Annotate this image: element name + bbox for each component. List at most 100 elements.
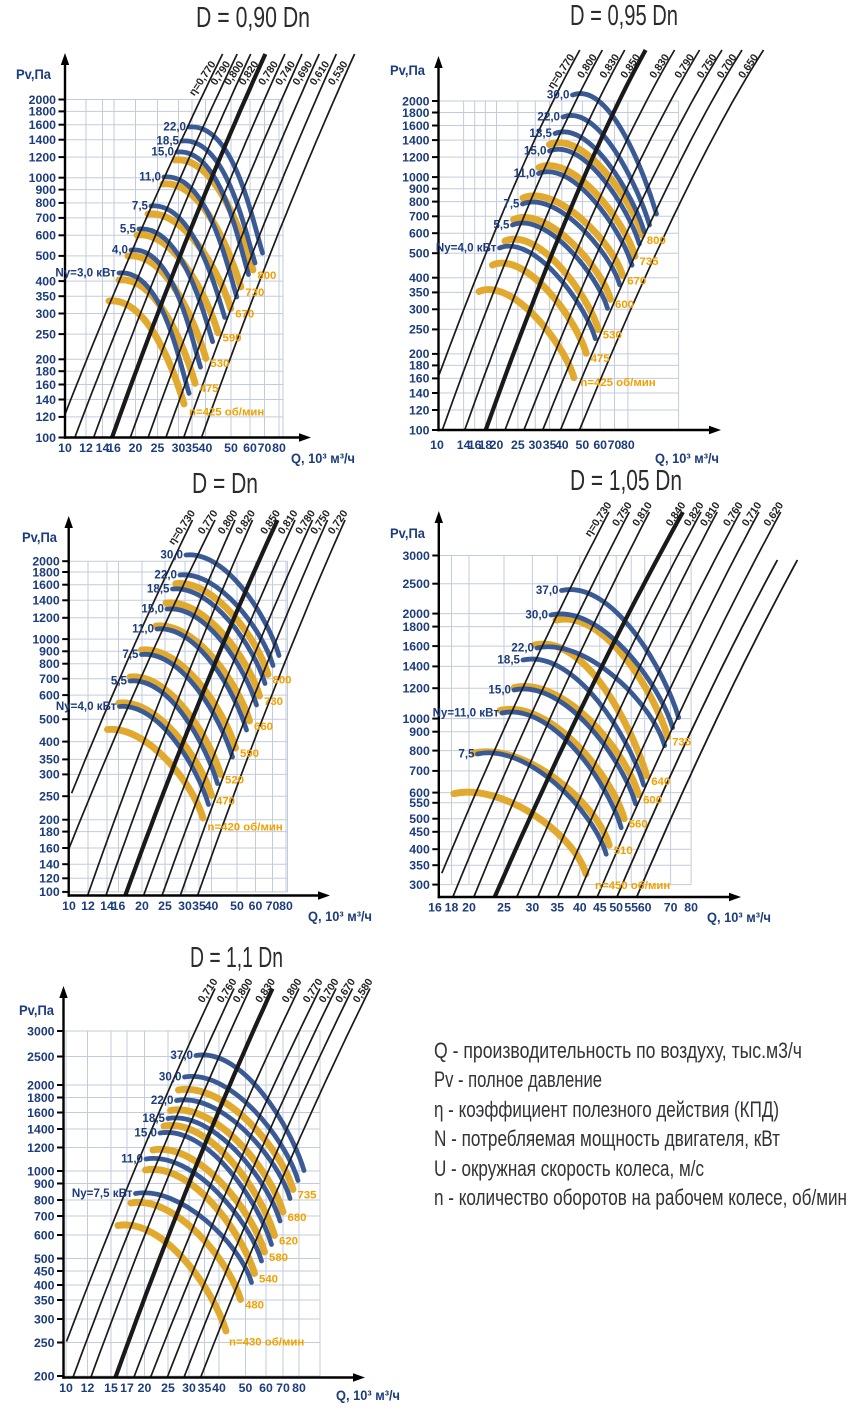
svg-text:22,0: 22,0 xyxy=(163,121,186,134)
svg-text:350: 350 xyxy=(409,859,430,873)
svg-text:30: 30 xyxy=(178,899,192,913)
svg-text:25: 25 xyxy=(161,1381,175,1395)
svg-text:800: 800 xyxy=(409,195,430,209)
svg-text:U - окружная скорость колеса,: U - окружная скорость колеса, м/с xyxy=(434,1156,704,1181)
svg-text:80: 80 xyxy=(272,441,286,455)
svg-text:80: 80 xyxy=(621,438,635,452)
svg-text:D = Dn: D = Dn xyxy=(192,468,258,500)
svg-text:600: 600 xyxy=(409,227,430,241)
svg-text:22,0: 22,0 xyxy=(537,111,560,124)
svg-text:700: 700 xyxy=(35,211,56,225)
svg-text:660: 660 xyxy=(254,721,273,733)
svg-text:640: 640 xyxy=(651,776,670,788)
svg-text:735: 735 xyxy=(640,256,660,268)
svg-text:0,580: 0,580 xyxy=(351,976,376,1005)
svg-text:Ny=7,5 кВт: Ny=7,5 кВт xyxy=(72,1187,133,1200)
svg-text:11,0: 11,0 xyxy=(139,171,161,184)
svg-text:Q, 10³ м³/ч: Q, 10³ м³/ч xyxy=(308,908,372,924)
svg-text:735: 735 xyxy=(672,736,692,748)
svg-text:670: 670 xyxy=(627,276,646,288)
svg-text:1200: 1200 xyxy=(27,1141,55,1155)
svg-text:300: 300 xyxy=(34,1312,55,1326)
svg-text:7,5: 7,5 xyxy=(458,748,475,761)
svg-text:510: 510 xyxy=(614,845,633,857)
svg-text:1600: 1600 xyxy=(32,578,60,592)
svg-text:60: 60 xyxy=(593,438,607,452)
svg-text:2000: 2000 xyxy=(27,1078,55,1092)
svg-text:300: 300 xyxy=(409,303,430,317)
svg-text:200: 200 xyxy=(34,1369,55,1383)
svg-text:0,530: 0,530 xyxy=(326,59,351,88)
svg-text:30: 30 xyxy=(526,901,540,915)
svg-text:3000: 3000 xyxy=(402,549,430,563)
svg-text:140: 140 xyxy=(39,858,60,872)
svg-text:250: 250 xyxy=(409,323,430,337)
svg-text:800: 800 xyxy=(409,744,430,758)
svg-text:n=425 об/мин: n=425 об/мин xyxy=(580,377,655,389)
svg-text:10: 10 xyxy=(62,899,76,913)
svg-text:0,800: 0,800 xyxy=(280,976,305,1005)
svg-text:475: 475 xyxy=(591,353,611,365)
svg-text:580: 580 xyxy=(269,1252,288,1264)
svg-text:590: 590 xyxy=(240,748,259,760)
svg-text:7,5: 7,5 xyxy=(122,648,139,661)
svg-text:350: 350 xyxy=(409,286,430,300)
svg-text:590: 590 xyxy=(223,333,242,345)
svg-text:50: 50 xyxy=(239,1381,253,1395)
svg-text:37,0: 37,0 xyxy=(536,584,559,597)
svg-text:250: 250 xyxy=(35,327,56,341)
svg-text:0,750: 0,750 xyxy=(610,500,635,529)
svg-text:0,800: 0,800 xyxy=(575,52,600,81)
svg-text:Pv,Па: Pv,Па xyxy=(390,62,425,78)
svg-text:900: 900 xyxy=(35,183,56,197)
svg-text:0,620: 0,620 xyxy=(761,500,786,529)
svg-text:Q - производительность по возд: Q - производительность по воздуху, тыс.м… xyxy=(434,1038,802,1063)
svg-text:160: 160 xyxy=(409,372,430,386)
svg-text:1200: 1200 xyxy=(402,682,430,696)
svg-text:70: 70 xyxy=(664,901,678,915)
svg-text:300: 300 xyxy=(409,878,430,892)
svg-text:15: 15 xyxy=(104,1381,118,1395)
svg-text:70: 70 xyxy=(276,1381,290,1395)
svg-text:735: 735 xyxy=(298,1189,318,1201)
svg-text:200: 200 xyxy=(35,353,56,367)
svg-text:500: 500 xyxy=(34,1252,55,1266)
svg-text:300: 300 xyxy=(39,768,60,782)
svg-text:0,650: 0,650 xyxy=(736,52,761,81)
svg-text:16: 16 xyxy=(112,899,126,913)
svg-text:30,0: 30,0 xyxy=(525,609,548,622)
svg-text:Ny=11,0 кВт: Ny=11,0 кВт xyxy=(433,707,500,720)
svg-text:40: 40 xyxy=(573,901,587,915)
svg-text:50: 50 xyxy=(230,899,244,913)
svg-text:0,770: 0,770 xyxy=(196,508,221,537)
svg-text:5,5: 5,5 xyxy=(120,223,137,236)
svg-text:11,0: 11,0 xyxy=(121,1153,143,1166)
svg-text:700: 700 xyxy=(34,1209,55,1223)
svg-text:18,5: 18,5 xyxy=(147,583,170,596)
svg-text:1000: 1000 xyxy=(29,171,57,185)
svg-text:10: 10 xyxy=(58,441,72,455)
svg-text:700: 700 xyxy=(39,672,60,686)
svg-text:0,810: 0,810 xyxy=(630,500,655,529)
svg-text:1800: 1800 xyxy=(27,1091,55,1105)
svg-text:15,0: 15,0 xyxy=(141,603,164,616)
svg-text:120: 120 xyxy=(35,410,56,424)
svg-text:60: 60 xyxy=(249,899,263,913)
svg-text:800: 800 xyxy=(257,270,276,282)
svg-text:730: 730 xyxy=(245,287,264,299)
svg-text:700: 700 xyxy=(409,764,430,778)
svg-text:0,710: 0,710 xyxy=(740,500,765,529)
svg-text:25: 25 xyxy=(511,438,525,452)
svg-text:140: 140 xyxy=(35,393,56,407)
svg-text:180: 180 xyxy=(35,365,56,379)
svg-text:1800: 1800 xyxy=(29,105,57,119)
svg-text:70: 70 xyxy=(266,899,280,913)
svg-text:0,820: 0,820 xyxy=(233,508,258,537)
svg-text:5,5: 5,5 xyxy=(493,219,510,232)
svg-text:17: 17 xyxy=(120,1381,134,1395)
svg-text:350: 350 xyxy=(34,1293,55,1307)
svg-text:3000: 3000 xyxy=(27,1024,55,1038)
svg-text:160: 160 xyxy=(35,378,56,392)
svg-text:2000: 2000 xyxy=(29,93,57,107)
svg-text:25: 25 xyxy=(151,441,165,455)
